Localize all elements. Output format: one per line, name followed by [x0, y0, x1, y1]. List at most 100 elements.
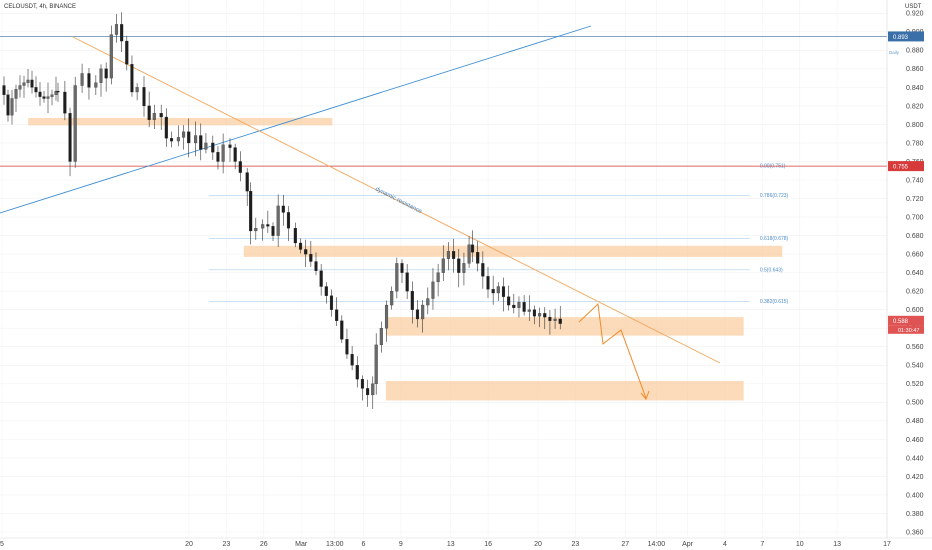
x-tick-label: 14:00	[648, 541, 666, 548]
y-tick-label: 0.800	[906, 122, 924, 129]
projection-arrow-icon	[640, 390, 650, 400]
candle-body	[415, 309, 420, 320]
candle-body	[199, 135, 203, 150]
candle-body	[538, 313, 542, 317]
candle-body	[319, 270, 323, 287]
candle-body	[169, 138, 174, 142]
candle-body	[366, 388, 370, 396]
y-tick-label: 0.700	[906, 214, 924, 221]
candle-body	[527, 309, 531, 312]
support-resistance-zone	[28, 117, 333, 126]
x-tick-label: 26	[260, 541, 268, 548]
candle-body	[22, 82, 26, 86]
candle-body	[276, 205, 280, 236]
candle-body	[309, 253, 313, 262]
candle-body	[182, 131, 186, 138]
candle-body	[329, 295, 334, 310]
x-tick-label: 6	[362, 541, 366, 548]
x-tick-label: Apr	[682, 541, 694, 548]
candle-body	[441, 258, 445, 273]
candle-body	[164, 116, 168, 139]
price-timer-badge	[888, 325, 924, 334]
candle-body	[80, 73, 84, 86]
x-tick-label: 4	[723, 541, 727, 548]
currency-label: USDT	[905, 4, 922, 10]
candle-body	[152, 113, 156, 120]
y-tick-label: 0.860	[906, 66, 924, 73]
y-tick-label: 0.660	[906, 252, 924, 259]
candle-body	[104, 68, 108, 79]
candle-body	[238, 161, 242, 173]
candle-body	[335, 309, 339, 321]
candle-body	[486, 276, 490, 290]
candle-body	[507, 296, 511, 306]
candle-body	[130, 64, 134, 93]
x-tick-label: 20	[185, 541, 193, 548]
side-note: Daily	[889, 50, 900, 55]
support-resistance-zone	[243, 245, 783, 257]
support-resistance-zone	[385, 381, 744, 401]
candle-body	[379, 328, 383, 346]
candle-body	[304, 249, 308, 255]
candle-body	[314, 261, 318, 271]
candle-body	[553, 318, 557, 321]
y-tick-label: 0.880	[906, 48, 924, 55]
support-resistance-zone	[385, 317, 744, 336]
candle-body	[340, 320, 344, 340]
candle-body	[286, 212, 291, 229]
candle-body	[532, 309, 536, 317]
candle-body	[470, 244, 475, 253]
x-tick-label: 13:00	[326, 541, 344, 548]
candle-body	[87, 73, 91, 88]
candle-body	[261, 224, 265, 229]
x-tick-label: 13	[447, 541, 455, 548]
candle-body	[496, 286, 500, 294]
candle-body	[245, 172, 249, 192]
price-label-badge	[888, 31, 924, 42]
candle-body	[281, 205, 285, 213]
x-tick-label: 20	[534, 541, 542, 548]
candle-body	[68, 113, 72, 162]
y-tick-label: 0.500	[906, 400, 924, 407]
candle-body	[462, 263, 466, 273]
candle-body	[99, 68, 103, 83]
y-tick-label: 0.920	[906, 11, 924, 18]
candle-body	[14, 89, 18, 99]
candle-body	[371, 383, 375, 396]
y-tick-label: 0.440	[906, 455, 924, 462]
candle-body	[159, 113, 163, 118]
y-tick-label: 0.540	[906, 363, 924, 370]
candle-body	[293, 228, 297, 244]
y-tick-label: 0.520	[906, 381, 924, 388]
candle-body	[517, 302, 521, 308]
y-tick-label: 0.620	[906, 289, 924, 296]
y-tick-label: 0.720	[906, 196, 924, 203]
candle-body	[384, 304, 389, 329]
candle-body	[374, 344, 378, 384]
candle-body	[395, 263, 399, 292]
fib-level-label: 0.382(0.615)	[760, 299, 789, 305]
y-tick-label: 0.380	[906, 511, 924, 518]
candle-body	[221, 144, 225, 162]
x-tick-label: Mar	[295, 541, 308, 548]
fib-level-label: 0.618(0.678)	[760, 236, 789, 242]
candle-body	[46, 96, 50, 99]
candle-body	[266, 224, 270, 227]
candle-body	[355, 365, 359, 380]
candle-body	[42, 96, 46, 99]
candle-body	[390, 291, 394, 306]
y-tick-label: 0.360	[906, 529, 924, 536]
candle-body	[324, 286, 328, 296]
candle-body	[405, 272, 409, 292]
x-tick-label: 5	[0, 541, 4, 548]
x-tick-label: 23	[571, 541, 579, 548]
candle-body	[26, 79, 30, 83]
fib-level-label: 0.786(0.723)	[760, 193, 789, 199]
candle-body	[34, 87, 38, 93]
candle-body	[125, 40, 129, 65]
candle-body	[114, 24, 119, 35]
candle-body	[249, 190, 253, 232]
y-tick-label: 0.460	[906, 437, 924, 444]
candle-body	[512, 304, 516, 308]
